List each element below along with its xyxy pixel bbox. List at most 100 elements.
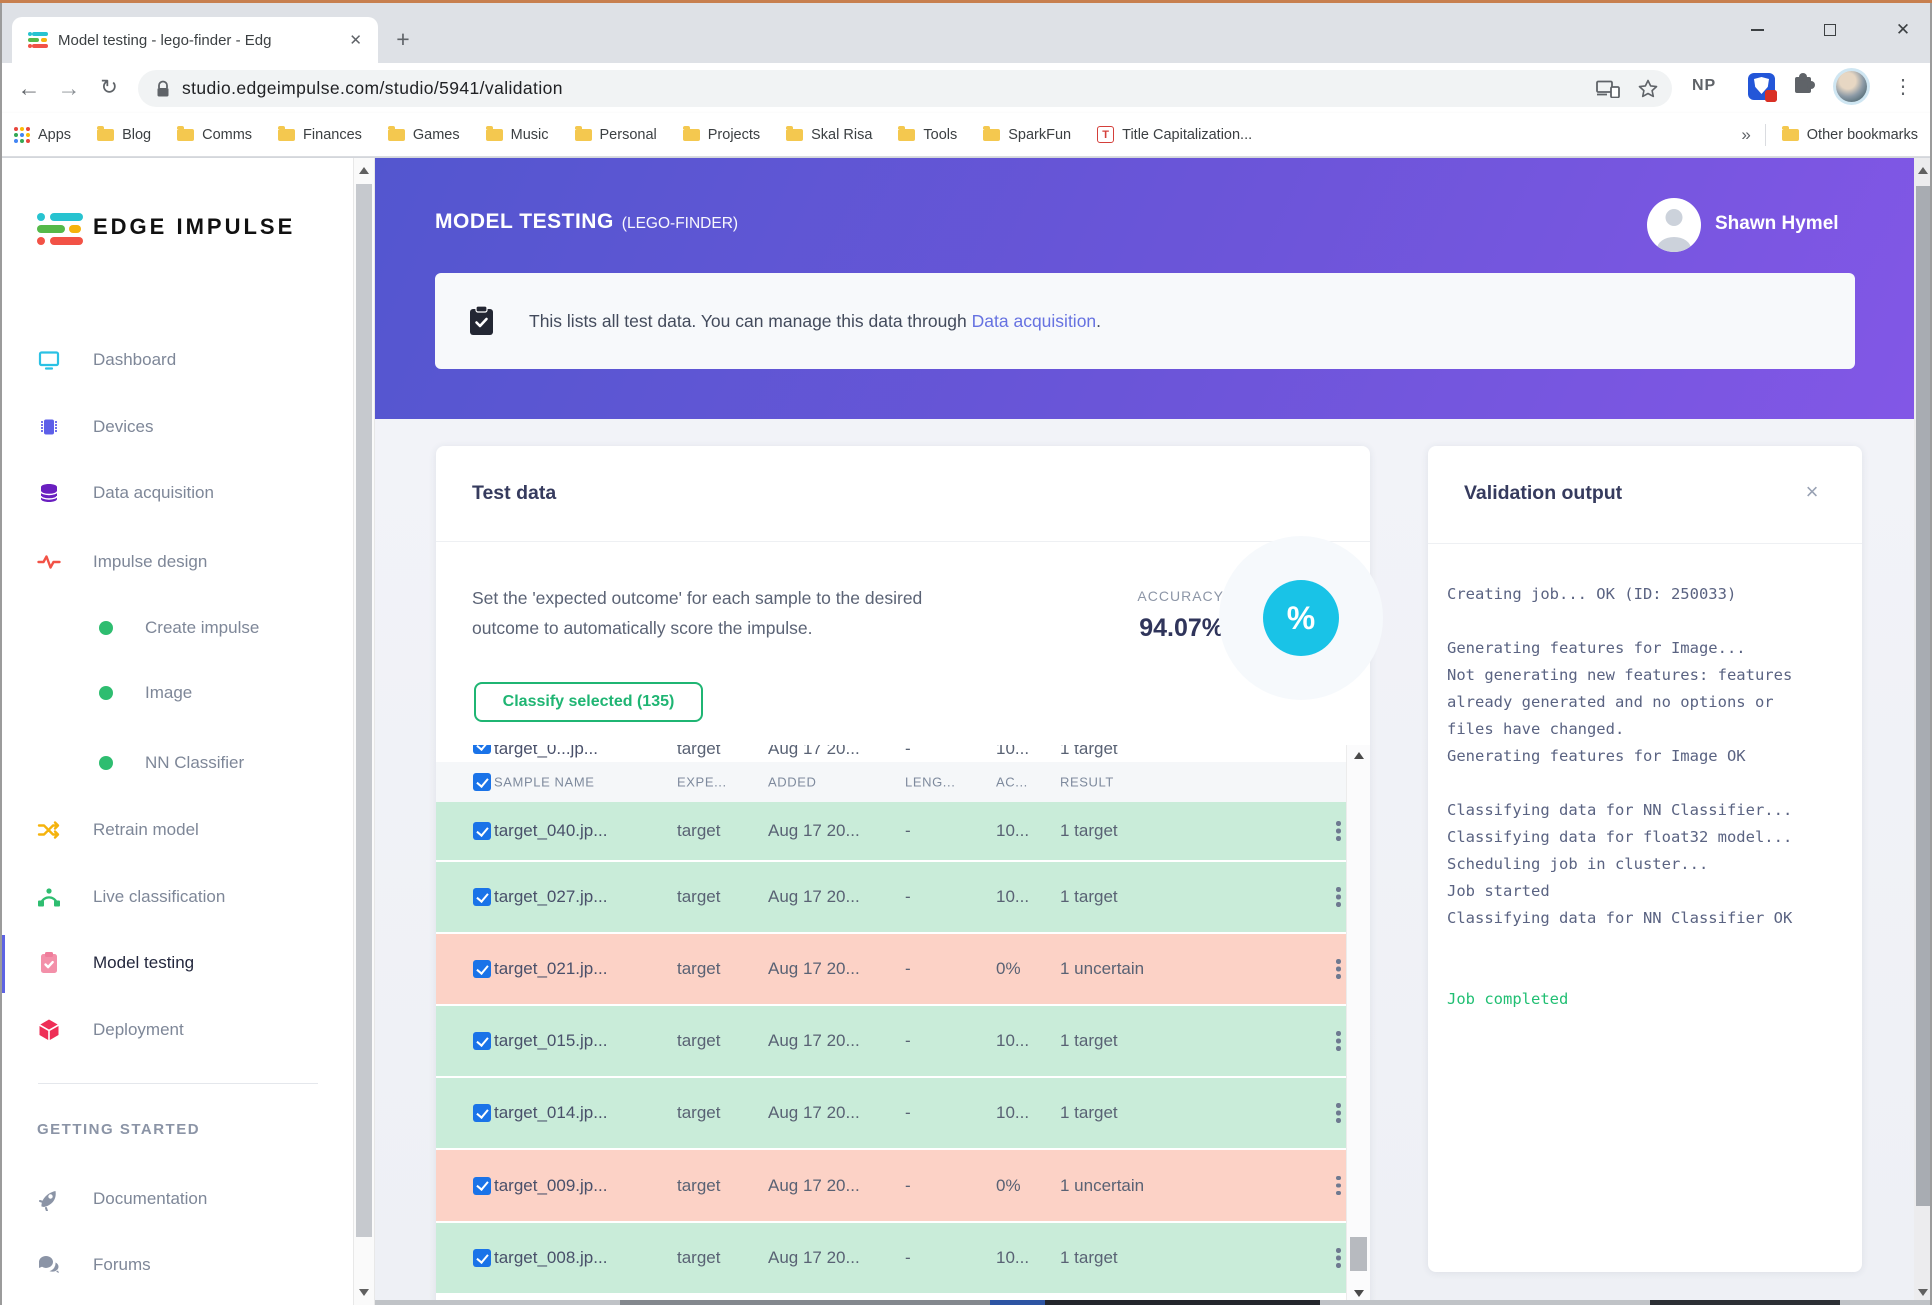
bookmark-folder-personal[interactable]: Personal [574, 125, 657, 143]
bookmark-folder-comms[interactable]: Comms [177, 125, 252, 143]
sidebar-item-create-impulse[interactable]: Create impulse [0, 604, 353, 652]
column-header-length[interactable]: LENG... [905, 774, 956, 790]
sidebar-item-label: Documentation [93, 1189, 208, 1208]
bookmark-apps[interactable]: Apps [14, 126, 71, 143]
console-line: Generating features for Image OK [1447, 747, 1746, 765]
row-menu-icon[interactable] [1336, 887, 1341, 892]
column-header-expected[interactable]: EXPE... [677, 774, 727, 790]
other-bookmarks[interactable]: Other bookmarks [1781, 125, 1918, 143]
sidebar-item-impulse-design[interactable]: Impulse design [0, 538, 353, 586]
bookmarks-overflow-chevron-icon[interactable]: » [1741, 124, 1751, 144]
bookmark-folder-finances[interactable]: Finances [278, 125, 362, 143]
row-checkbox[interactable] [473, 960, 491, 978]
bookmark-folder-tools[interactable]: Tools [898, 125, 957, 143]
console-line: already generated and no options or [1447, 693, 1774, 711]
bookmark-folder-projects[interactable]: Projects [682, 125, 760, 143]
reload-icon[interactable]: ↻ [100, 76, 118, 99]
window-maximize-button[interactable] [1807, 13, 1853, 47]
sidebar-item-dashboard[interactable]: Dashboard [0, 336, 353, 384]
row-checkbox[interactable] [473, 1104, 491, 1122]
sidebar-item-devices[interactable]: Devices [0, 403, 353, 451]
close-icon[interactable]: × [1805, 479, 1819, 504]
sample-name: target_0...jp... [494, 745, 598, 758]
url-text[interactable]: studio.edgeimpulse.com/studio/5941/valid… [182, 78, 563, 98]
extensions-puzzle-icon[interactable] [1795, 73, 1815, 93]
bookmark-folder-blog[interactable]: Blog [97, 125, 151, 143]
column-header-accuracy[interactable]: AC... [996, 774, 1028, 790]
bookmark-title-capitalization[interactable]: T Title Capitalization... [1097, 126, 1252, 143]
scroll-up-icon[interactable] [1353, 752, 1364, 759]
scrollbar-thumb[interactable] [1350, 1237, 1367, 1271]
table-row[interactable]: target_015.jp... target Aug 17 20... - 1… [436, 1006, 1346, 1076]
profile-initials-badge[interactable]: NP [1692, 77, 1717, 94]
table-row[interactable]: target_009.jp... target Aug 17 20... - 0… [436, 1150, 1346, 1221]
window-minimize-button[interactable] [1734, 13, 1780, 47]
user-name[interactable]: Shawn Hymel [1715, 213, 1839, 234]
row-menu-icon[interactable] [1336, 1248, 1341, 1253]
accuracy-label: ACCURACY [1137, 588, 1224, 604]
row-checkbox[interactable] [473, 822, 491, 840]
row-checkbox[interactable] [473, 745, 491, 754]
table-row[interactable]: target_021.jp... target Aug 17 20... - 0… [436, 934, 1346, 1004]
row-menu-icon[interactable] [1336, 1103, 1341, 1108]
column-header-sample-name[interactable]: SAMPLE NAME [494, 774, 595, 790]
column-header-added[interactable]: ADDED [768, 774, 817, 790]
table-row[interactable]: target_008.jp... target Aug 17 20... - 1… [436, 1223, 1346, 1293]
sidebar-item-documentation[interactable]: Documentation [0, 1175, 353, 1223]
sidebar-item-forums[interactable]: Forums [0, 1241, 353, 1289]
window-close-button[interactable]: ✕ [1895, 20, 1911, 39]
browser-menu-icon[interactable]: ⋮ [1893, 76, 1913, 98]
tab-close-icon[interactable]: ✕ [349, 32, 362, 49]
scrollbar-thumb[interactable] [356, 184, 372, 1237]
bookmark-star-icon[interactable] [1638, 79, 1658, 99]
password-manager-extension-icon[interactable] [1748, 73, 1777, 102]
scroll-down-icon[interactable] [1918, 1289, 1928, 1296]
row-menu-icon[interactable] [1336, 821, 1341, 826]
row-menu-icon[interactable] [1336, 1031, 1341, 1036]
sidebar-item-data-acquisition[interactable]: Data acquisition [0, 469, 353, 517]
bookmark-folder-music[interactable]: Music [485, 125, 549, 143]
url-bar[interactable]: studio.edgeimpulse.com/studio/5941/valid… [138, 70, 1672, 107]
classify-selected-button[interactable]: Classify selected (135) [474, 682, 703, 722]
scroll-down-icon[interactable] [359, 1289, 369, 1296]
new-tab-button[interactable]: + [396, 26, 410, 52]
back-icon[interactable]: ← [17, 75, 41, 101]
row-checkbox[interactable] [473, 1249, 491, 1267]
scroll-up-icon[interactable] [359, 167, 369, 174]
sidebar-item-image[interactable]: Image [0, 669, 353, 717]
row-checkbox[interactable] [473, 888, 491, 906]
send-to-device-icon[interactable] [1596, 80, 1620, 98]
accuracy-value: 94.07% [1139, 614, 1224, 642]
sidebar-item-nn-classifier[interactable]: NN Classifier [0, 739, 353, 787]
column-header-result[interactable]: RESULT [1060, 774, 1114, 790]
data-acquisition-link[interactable]: Data acquisition [971, 310, 1097, 331]
table-scrollbar[interactable] [1346, 745, 1370, 1305]
sidebar-item-live-classification[interactable]: Live classification [0, 873, 353, 921]
row-menu-icon[interactable] [1336, 1175, 1341, 1180]
browser-profile-avatar[interactable] [1836, 71, 1867, 102]
sidebar-scrollbar[interactable] [353, 158, 375, 1305]
table-row[interactable]: target_027.jp... target Aug 17 20... - 1… [436, 862, 1346, 932]
scrollbar-thumb[interactable] [1916, 186, 1930, 1206]
table-row[interactable]: target_014.jp... target Aug 17 20... - 1… [436, 1078, 1346, 1148]
scroll-down-icon[interactable] [1353, 1290, 1364, 1297]
user-avatar[interactable] [1647, 198, 1701, 252]
page-scrollbar[interactable] [1914, 158, 1932, 1305]
bookmark-folder-games[interactable]: Games [387, 125, 460, 143]
row-menu-icon[interactable] [1336, 959, 1341, 964]
row-checkbox[interactable] [473, 1032, 491, 1050]
partially-scrolled-row[interactable]: target_0...jp... target Aug 17 20... - 1… [436, 745, 1346, 762]
row-checkbox[interactable] [473, 1176, 491, 1195]
scroll-up-icon[interactable] [1918, 167, 1928, 174]
table-row[interactable]: target_040.jp... target Aug 17 20... - 1… [436, 802, 1346, 860]
bookmark-folder-skal-risa[interactable]: Skal Risa [786, 125, 872, 143]
sidebar-item-model-testing[interactable]: Model testing [0, 939, 353, 987]
sidebar-item-deployment[interactable]: Deployment [0, 1006, 353, 1054]
sidebar-item-retrain-model[interactable]: Retrain model [0, 806, 353, 854]
card-title: Validation output [1464, 482, 1623, 504]
browser-tab[interactable]: Model testing - lego-finder - Edg ✕ [12, 17, 378, 63]
select-all-checkbox[interactable] [473, 773, 491, 791]
bookmark-folder-sparkfun[interactable]: SparkFun [983, 125, 1071, 143]
forward-icon[interactable]: → [57, 75, 81, 101]
